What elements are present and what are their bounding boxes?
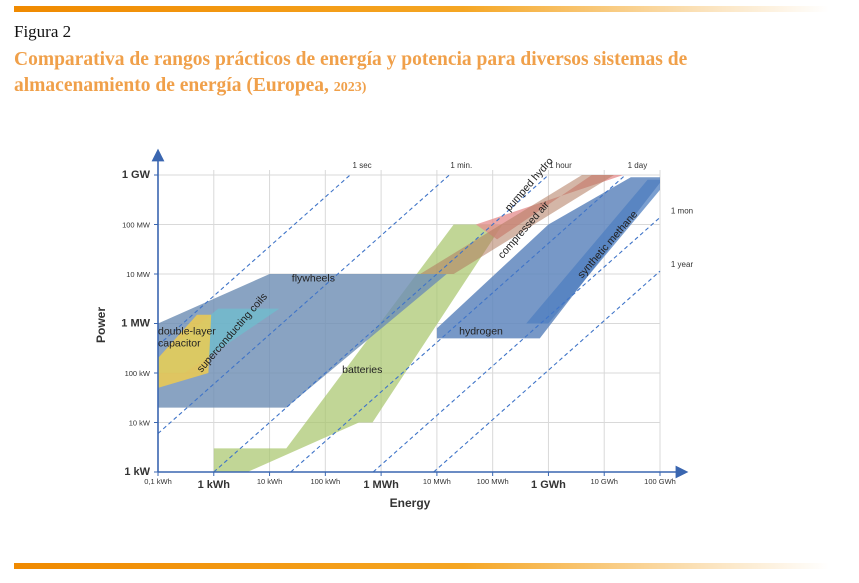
y-tick-label: 1 MW — [121, 318, 150, 330]
x-tick-label: 100 GWh — [644, 477, 676, 486]
y-axis-label: Power — [94, 307, 108, 343]
region-synthetic-methane — [492, 179, 660, 324]
y-tick-label: 10 MW — [126, 270, 151, 279]
discharge-line-label: 1 mon — [671, 206, 693, 215]
x-tick-label: 100 kWh — [311, 477, 341, 486]
discharge-line-label: 1 year — [671, 260, 694, 269]
axes — [151, 148, 689, 479]
y-tick-label: 100 kW — [125, 369, 151, 378]
tick-labels: 0,1 kWh 1 kWh 10 kWh 100 kWh 1 MWh 10 MWh 100 … — [121, 169, 676, 491]
y-tick-label: 1 GW — [122, 169, 151, 181]
discharge-line — [290, 174, 626, 473]
region-label-hydrogen: hydrogen — [459, 326, 503, 338]
figure-label: Figura 2 — [14, 22, 72, 41]
x-tick-label: 10 MWh — [423, 477, 451, 486]
discharge-line-label: 1 hour — [549, 161, 572, 170]
y-tick-label: 10 kW — [129, 419, 151, 428]
bottom-accent-bar — [14, 563, 829, 569]
discharge-line-label: 1 min. — [450, 161, 472, 170]
region-compressed-air — [420, 175, 614, 274]
region-hydrogen — [436, 177, 660, 339]
region-label-text: batteries — [342, 364, 382, 376]
figure-title-year: 2023) — [333, 80, 367, 95]
region-label-text: hydrogen — [459, 326, 503, 338]
discharge-line — [157, 174, 450, 434]
region-label-flywheels: flywheels — [292, 273, 335, 285]
region-label-text: capacitor — [158, 338, 201, 350]
storage-regions — [158, 175, 660, 472]
region-double-layer-capacitor — [158, 314, 212, 388]
x-tick-label: 10 GWh — [590, 477, 618, 486]
x-tick-label: 0,1 kWh — [144, 477, 172, 486]
discharge-line — [157, 174, 351, 346]
x-tick-label: 1 kWh — [198, 479, 231, 491]
x-tick-label: 100 MWh — [477, 477, 509, 486]
region-label-text: double-layer — [158, 326, 216, 338]
x-tick-label: 1 GWh — [531, 479, 566, 491]
y-tick-label: 1 kW — [124, 466, 150, 478]
y-tick-label: 100 MW — [122, 221, 151, 230]
top-accent-bar — [14, 6, 829, 12]
x-axis-label: Energy — [390, 496, 431, 510]
x-tick-label: 1 MWh — [363, 479, 399, 491]
discharge-line-label: 1 day — [628, 161, 648, 170]
discharge-line-label: 1 sec — [353, 161, 372, 170]
figure-title-main: Comparativa de rangos prácticos de energ… — [14, 49, 688, 96]
region-label-text: flywheels — [292, 273, 335, 285]
discharge-line — [372, 217, 661, 473]
region-label-batteries: batteries — [342, 364, 382, 376]
region-flywheels — [158, 274, 447, 408]
x-tick-label: 10 kWh — [257, 477, 282, 486]
figure-title: Comparativa de rangos prácticos de energ… — [14, 47, 794, 101]
discharge-time-lines: 1 sec 1 min. 1 hour 1 day 1 mon 1 year — [157, 161, 694, 473]
discharge-line — [213, 174, 549, 473]
discharge-line — [433, 270, 661, 473]
